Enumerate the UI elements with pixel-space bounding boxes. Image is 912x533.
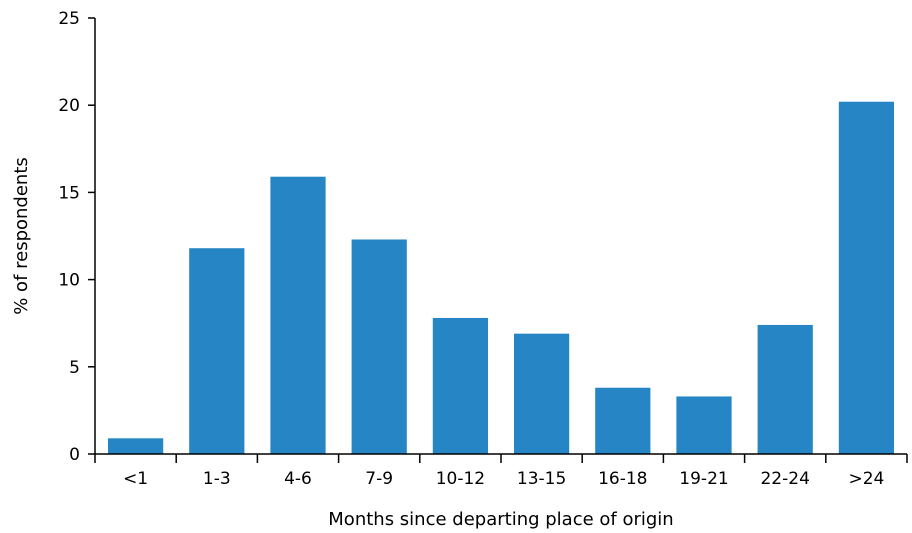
y-ticks-group: 0 5 10 15 20 25 <box>58 9 95 465</box>
x-ticks-group: <1 1-3 4-6 7-9 10-12 13-15 16-18 19-21 22-24 >24 <box>94 454 908 489</box>
bar-5 <box>513 333 570 454</box>
y-tick-label: 5 <box>69 358 80 378</box>
x-tick-label: 22-24 <box>760 469 809 489</box>
bar-2 <box>270 176 326 455</box>
bar-1 <box>189 248 245 454</box>
bar-8 <box>757 324 813 454</box>
x-tick-label: 19-21 <box>679 469 728 489</box>
bar-9 <box>838 101 895 454</box>
y-tick-label: 10 <box>58 271 80 291</box>
y-tick-label: 25 <box>58 9 80 29</box>
bar-0 <box>107 438 164 454</box>
x-tick-label: 4-6 <box>284 469 312 489</box>
x-tick-label: 1-3 <box>203 469 231 489</box>
y-tick-label: 15 <box>58 183 80 203</box>
x-tick-label: 16-18 <box>598 469 647 489</box>
y-axis-title: % of respondents <box>11 157 32 315</box>
bars-group <box>107 101 895 455</box>
x-tick-label: 13-15 <box>517 469 566 489</box>
bar-4 <box>432 317 489 454</box>
x-tick-label: 10-12 <box>436 469 485 489</box>
y-tick-label: 20 <box>58 96 80 116</box>
y-tick-label: 0 <box>69 445 80 465</box>
x-tick-label: 7-9 <box>365 469 393 489</box>
x-tick-label: >24 <box>848 469 884 489</box>
x-axis-title: Months since departing place of origin <box>328 509 673 530</box>
x-tick-label: <1 <box>123 469 148 489</box>
bar-3 <box>351 239 407 454</box>
bar-7 <box>676 396 732 454</box>
bar-6 <box>595 387 651 454</box>
